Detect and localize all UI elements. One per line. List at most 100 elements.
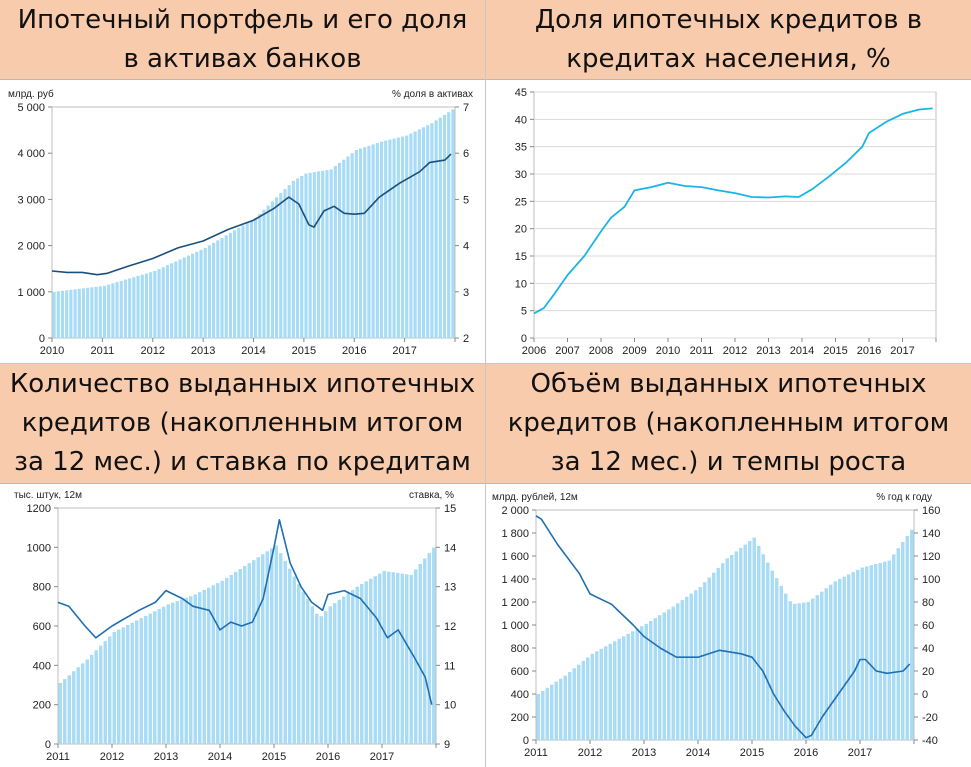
- x-tick-label: 2014: [686, 747, 710, 759]
- x-tick-label: 2017: [392, 345, 416, 357]
- x-tick-label: 2012: [723, 345, 747, 357]
- bar: [536, 694, 540, 740]
- bar: [577, 664, 581, 740]
- y2-tick-label: 12: [444, 621, 456, 633]
- series-line: [51, 153, 452, 276]
- bar: [418, 563, 422, 744]
- bar: [229, 574, 233, 744]
- bar: [144, 273, 149, 338]
- bar: [170, 263, 174, 338]
- y-tick-label: 1000: [27, 542, 51, 554]
- panel-title-box: Количество выданных ипотечных кредитов (…: [0, 364, 485, 484]
- x-tick-label: 2016: [857, 345, 881, 357]
- bar: [115, 282, 119, 338]
- y2-tick-label: 3: [463, 287, 469, 299]
- bar: [94, 286, 98, 338]
- x-tick-label: 2006: [522, 345, 546, 357]
- y-tick-label: 1 600: [501, 551, 529, 563]
- bar: [707, 577, 711, 740]
- bar: [358, 148, 363, 338]
- bar: [367, 145, 371, 338]
- bar: [694, 590, 698, 740]
- bar: [161, 267, 165, 338]
- bar: [337, 599, 341, 744]
- bar: [847, 574, 851, 740]
- bar: [102, 285, 107, 338]
- y2-tick-label: 140: [922, 528, 940, 540]
- bar: [117, 629, 121, 744]
- bar: [212, 242, 216, 338]
- bar: [608, 643, 612, 740]
- bar: [94, 650, 98, 744]
- bar: [266, 205, 270, 338]
- bar: [182, 257, 186, 338]
- x-tick-label: 2017: [370, 751, 394, 763]
- x-tick-label: 2013: [632, 747, 656, 759]
- bar: [139, 618, 143, 744]
- bar: [432, 547, 436, 744]
- bar: [228, 232, 233, 338]
- bar: [316, 171, 321, 338]
- bar: [405, 574, 409, 744]
- bar: [712, 572, 716, 740]
- chart-mortgage-share: 0 5 10 15 20 25 30 35 40 45 2006 2007 2008 2009 2010 20…: [515, 87, 937, 357]
- bar: [595, 651, 599, 740]
- panel-title: Количество выданных ипотечных кредитов (…: [9, 369, 476, 477]
- y2-tick-label: 14: [444, 542, 456, 554]
- bar: [373, 576, 377, 744]
- bar: [409, 574, 413, 744]
- bar: [409, 133, 413, 338]
- bar: [136, 275, 140, 338]
- y-axis-label: млрд. руб: [8, 88, 54, 100]
- bar: [770, 570, 774, 740]
- panel-title-box: Доля ипотечных кредитов в кредитах насел…: [486, 0, 971, 80]
- bar: [887, 560, 891, 740]
- y-tick-label: 1 800: [501, 528, 529, 540]
- bar: [640, 626, 644, 740]
- bar: [874, 564, 878, 740]
- bar: [901, 542, 905, 740]
- y2-tick-label: 160: [922, 505, 940, 517]
- bar: [541, 690, 545, 740]
- bar: [162, 606, 166, 744]
- bar: [126, 625, 130, 744]
- y-tick-label: 400: [511, 689, 529, 701]
- bar: [631, 631, 635, 740]
- x-tick-label: 2011: [690, 345, 714, 357]
- y2-tick-label: 10: [444, 700, 456, 712]
- bar: [288, 568, 292, 744]
- bar: [65, 290, 69, 338]
- bar: [658, 615, 662, 740]
- bar: [421, 127, 426, 338]
- bar: [622, 636, 626, 740]
- bar: [869, 565, 873, 740]
- bar: [166, 604, 170, 744]
- bar: [586, 657, 590, 740]
- bar: [287, 185, 291, 338]
- bar: [829, 584, 833, 740]
- bar: [321, 170, 325, 338]
- x-tick-label: 2011: [46, 751, 70, 763]
- bar: [590, 653, 594, 741]
- bar: [545, 687, 549, 740]
- bar: [174, 261, 178, 338]
- y2-axis-label: ставка, %: [409, 490, 454, 501]
- bar: [328, 606, 332, 744]
- bar: [396, 572, 400, 744]
- bar: [802, 602, 806, 740]
- y-tick-label: 0: [45, 739, 51, 751]
- bar: [119, 280, 123, 338]
- bar: [716, 567, 720, 740]
- bar: [896, 548, 900, 740]
- bar: [748, 541, 752, 740]
- bar: [128, 278, 132, 338]
- bar: [149, 272, 153, 338]
- bar: [157, 609, 161, 744]
- bar: [243, 566, 247, 744]
- bar: [434, 120, 438, 339]
- y-tick-label: 200: [33, 700, 51, 712]
- bar: [811, 598, 815, 740]
- bar: [238, 569, 242, 744]
- bar: [685, 596, 689, 740]
- bar: [342, 596, 346, 744]
